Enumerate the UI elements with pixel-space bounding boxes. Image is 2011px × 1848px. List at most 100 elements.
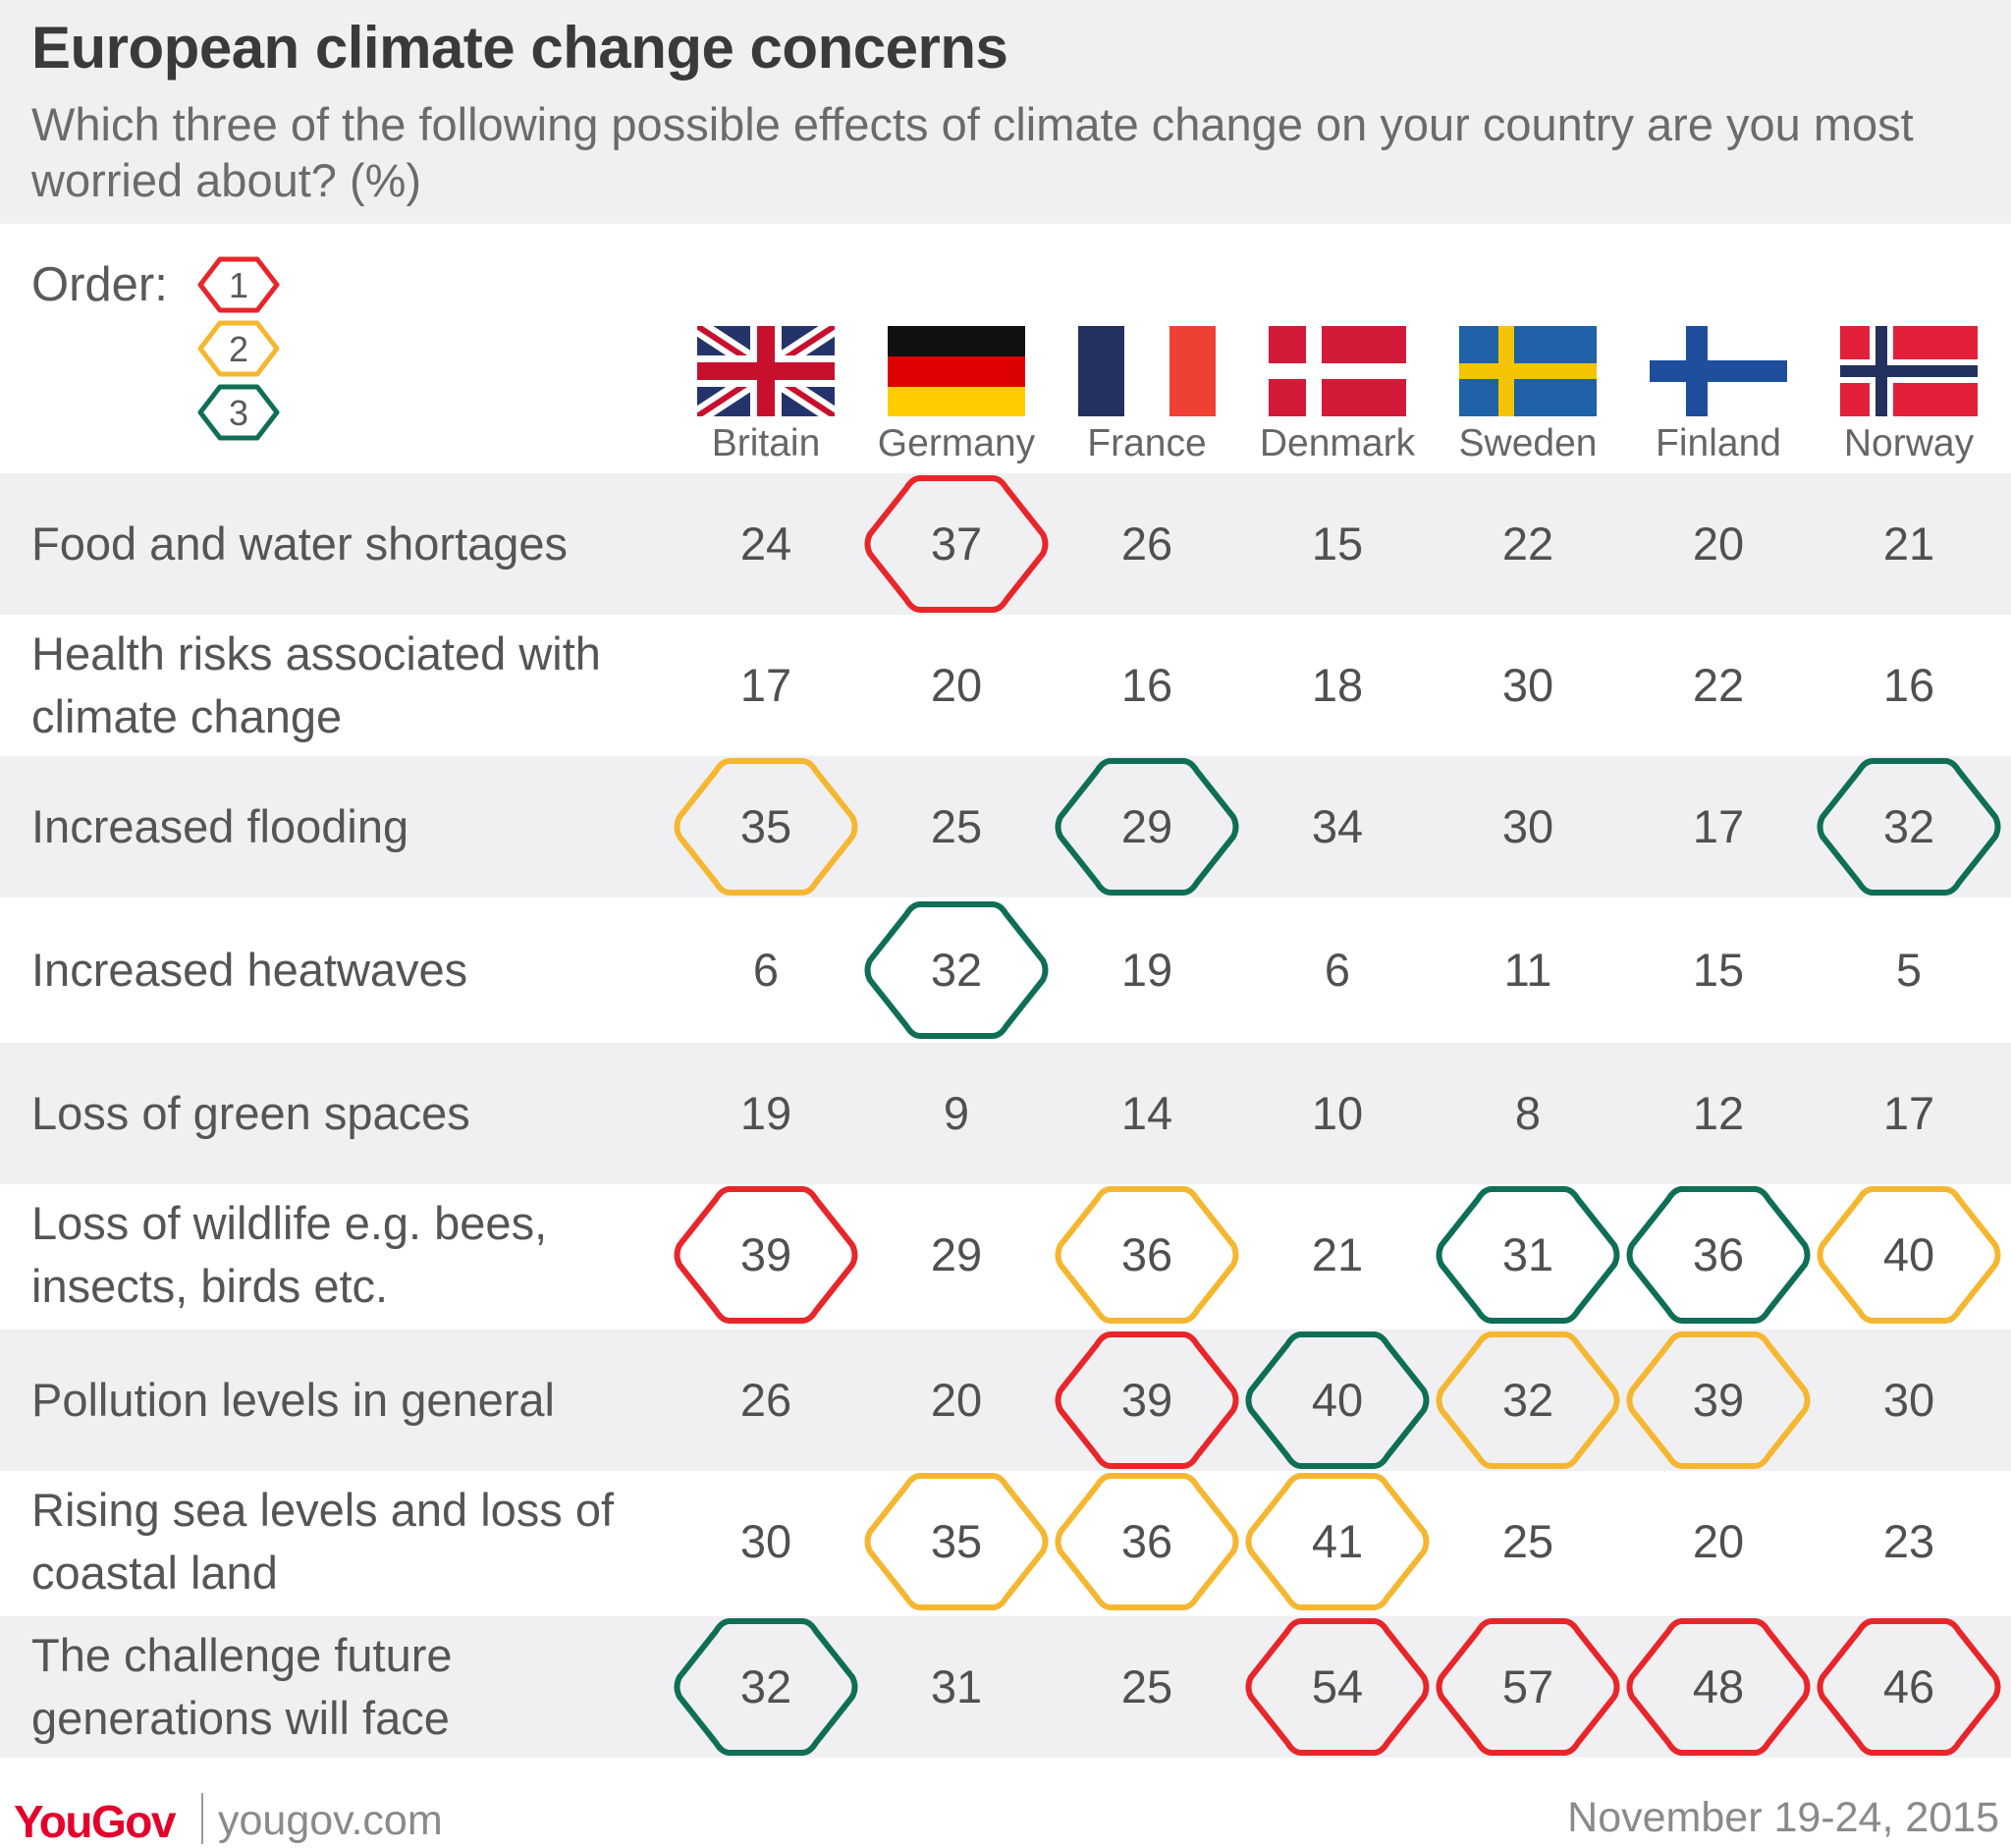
- rank-3-hexagon: [1626, 1186, 1811, 1324]
- row-band: [0, 1043, 2011, 1184]
- table-cell: 36: [1692, 1228, 1745, 1280]
- table-cell: 15: [1692, 944, 1745, 996]
- table-cell: 25: [1120, 1660, 1173, 1712]
- column-header-norway: Norway: [1843, 422, 1975, 464]
- table-cell: 36: [1120, 1228, 1173, 1280]
- column-header-france: France: [1087, 422, 1207, 464]
- table-cell: 24: [739, 517, 792, 570]
- table-cell: 31: [1501, 1228, 1554, 1280]
- row-label: Loss of green spaces: [31, 1087, 470, 1139]
- table-cell: 17: [1882, 1087, 1935, 1139]
- table-cell: 17: [1692, 800, 1745, 852]
- legend-rank-number: 1: [229, 265, 248, 305]
- table-cell: 25: [1501, 1515, 1554, 1567]
- table-cell: 6: [752, 944, 780, 996]
- rank-3-hexagon: [1055, 758, 1239, 896]
- rank-2-hexagon: [1626, 1332, 1811, 1469]
- rank-3-hexagon: [1817, 758, 2001, 896]
- table-cell: 30: [1501, 659, 1554, 711]
- table-cell: 40: [1882, 1228, 1935, 1280]
- fr-flag-icon: [1078, 326, 1216, 416]
- table-cell: 8: [1514, 1087, 1542, 1139]
- de-flag-icon: [888, 326, 1025, 416]
- table-cell: 30: [1501, 800, 1554, 852]
- column-header-denmark: Denmark: [1259, 422, 1416, 464]
- site-link[interactable]: yougov.com: [218, 1797, 443, 1844]
- table-cell: 32: [739, 1660, 792, 1712]
- column-header-germany: Germany: [877, 422, 1036, 464]
- table-cell: 26: [1120, 517, 1173, 570]
- table-cell: 30: [739, 1515, 792, 1567]
- rank-1-hexagon: [1436, 1618, 1620, 1756]
- table-cell: 20: [1692, 1515, 1745, 1567]
- order-legend: 1 2 3: [197, 256, 280, 441]
- table-cell: 20: [1692, 517, 1745, 570]
- table-cell: 15: [1311, 517, 1364, 570]
- row-band: [0, 1616, 2011, 1758]
- table-cell: 21: [1882, 517, 1935, 570]
- legend-rank-1-hexagon: 1: [197, 256, 280, 313]
- table-cell: 10: [1311, 1087, 1364, 1139]
- table-cell: 40: [1311, 1374, 1364, 1426]
- row-label: Pollution levels in general: [31, 1374, 555, 1426]
- table-cell: 20: [930, 659, 983, 711]
- table-cell: 29: [1120, 800, 1173, 852]
- table-cell: 16: [1882, 659, 1935, 711]
- table-cell: 19: [1120, 944, 1173, 996]
- row-band: [0, 756, 2011, 897]
- column-header-sweden: Sweden: [1458, 422, 1598, 464]
- table-cell: 12: [1692, 1087, 1745, 1139]
- table-cell: 35: [739, 800, 792, 852]
- legend-rank-2-hexagon: 2: [197, 320, 280, 377]
- table-cell: 32: [1882, 800, 1935, 852]
- table-cell: 22: [1692, 659, 1745, 711]
- table-cell: 39: [739, 1228, 792, 1280]
- table-cell: 19: [739, 1087, 792, 1139]
- rank-3-hexagon: [674, 1618, 858, 1756]
- table-cell: 41: [1311, 1515, 1364, 1567]
- row-band: [0, 1330, 2011, 1471]
- se-flag-icon: [1459, 326, 1597, 416]
- table-cell: 6: [1324, 944, 1351, 996]
- table-cell: 39: [1692, 1374, 1745, 1426]
- row-label: Health risks associated with climate cha…: [31, 627, 601, 742]
- fi-flag-icon: [1650, 326, 1787, 416]
- rank-1-hexagon: [674, 1186, 858, 1324]
- table-cell: 31: [930, 1660, 983, 1712]
- table-cell: 18: [1311, 659, 1364, 711]
- row-label: The challenge future generations will fa…: [31, 1629, 453, 1744]
- table-cell: 57: [1501, 1660, 1554, 1712]
- dk-flag-icon: [1269, 326, 1406, 416]
- row-label: Increased flooding: [31, 800, 409, 852]
- table-cell: 35: [930, 1515, 983, 1567]
- rank-1-hexagon: [1626, 1618, 1811, 1756]
- survey-date: November 19-24, 2015: [1567, 1794, 1999, 1841]
- column-header-finland: Finland: [1656, 422, 1781, 464]
- rank-2-hexagon: [864, 1473, 1049, 1610]
- table-cell: 30: [1882, 1374, 1935, 1426]
- rank-2-hexagon: [1436, 1332, 1620, 1469]
- rank-3-hexagon: [864, 901, 1049, 1039]
- legend-rank-3-hexagon: 3: [197, 384, 280, 441]
- table-cell: 9: [943, 1087, 970, 1139]
- table-cell: 14: [1120, 1087, 1173, 1139]
- no-flag-icon: [1840, 326, 1978, 416]
- yougov-logo: YouGov: [14, 1796, 176, 1847]
- rank-3-hexagon: [1436, 1186, 1620, 1324]
- rank-2-hexagon: [674, 758, 858, 896]
- legend-rank-number: 2: [229, 329, 248, 369]
- table-cell: 48: [1692, 1660, 1745, 1712]
- table-cell: 21: [1311, 1228, 1364, 1280]
- legend-rank-number: 3: [229, 393, 248, 433]
- rank-2-hexagon: [1245, 1473, 1430, 1610]
- rank-2-hexagon: [1055, 1473, 1239, 1610]
- chart-title: European climate change concerns: [31, 15, 1008, 81]
- table-cell: 16: [1120, 659, 1173, 711]
- table-cell: 36: [1120, 1515, 1173, 1567]
- table-cell: 39: [1120, 1374, 1173, 1426]
- gb-flag-icon: [697, 326, 835, 416]
- table-cell: 34: [1311, 800, 1364, 852]
- table-cell: 5: [1895, 944, 1923, 996]
- table-cell: 11: [1503, 944, 1552, 996]
